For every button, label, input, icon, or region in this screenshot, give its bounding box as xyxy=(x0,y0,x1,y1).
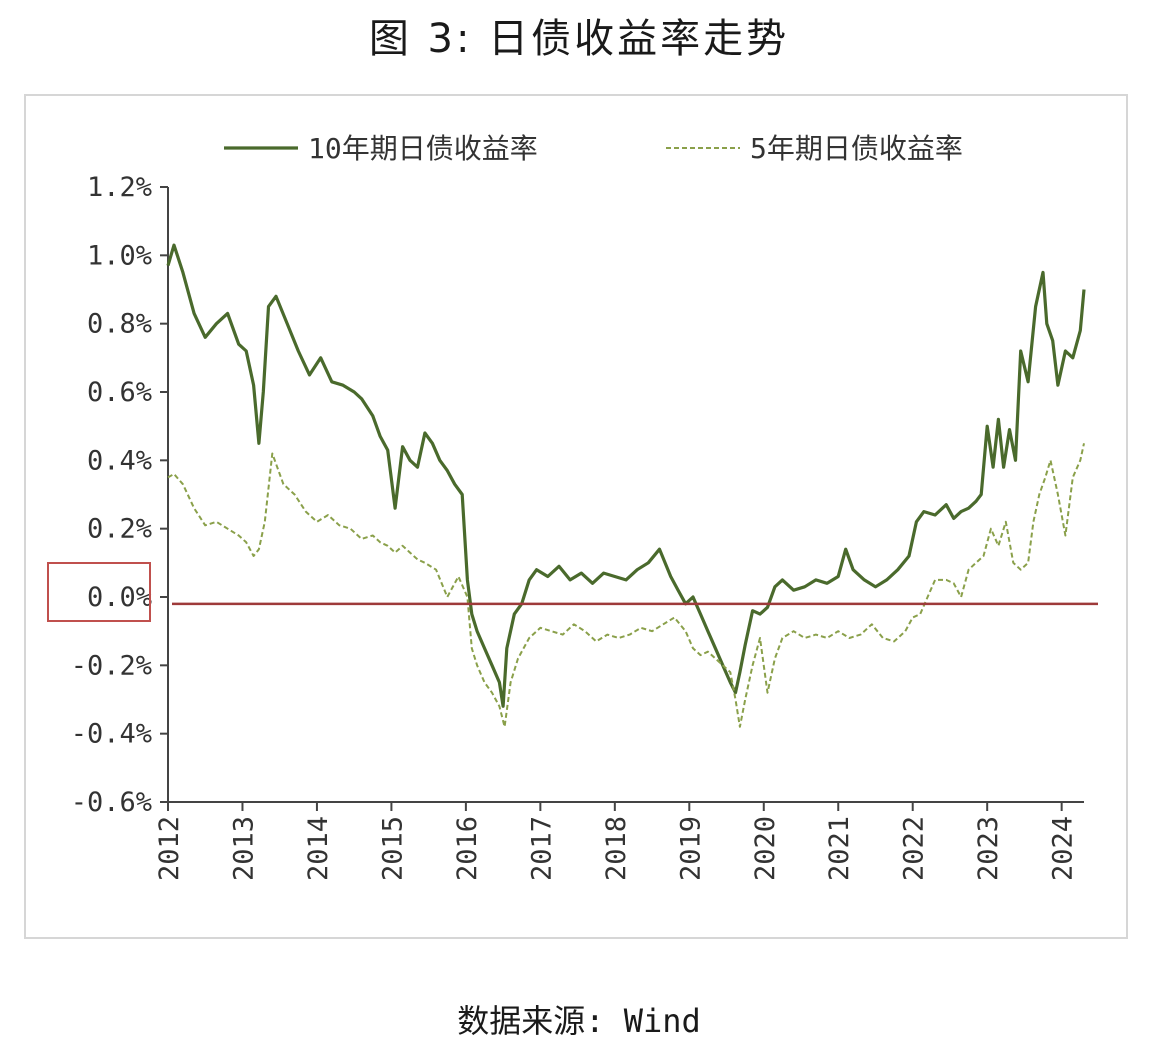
legend-label-5y: 5年期日债收益率 xyxy=(750,132,963,165)
x-tick-label: 2019 xyxy=(675,816,706,881)
x-tick-label: 2024 xyxy=(1048,816,1079,881)
zero-label-highlight-box xyxy=(47,562,151,622)
x-tick-label: 2020 xyxy=(750,816,781,881)
x-tick-label: 2018 xyxy=(601,816,632,881)
y-tick-label: 0.4% xyxy=(87,445,152,476)
yield-chart: 1.2% 1.0% 0.8% 0.6% 0.4% 0.2% 0.0% -0.2% -0.4% -0… xyxy=(47,132,1098,881)
series-line-10y xyxy=(166,243,1086,708)
series-group xyxy=(166,243,1086,728)
y-tick-label: 0.0% xyxy=(87,582,152,613)
legend: 10年期日债收益率 5年期日债收益率 xyxy=(224,132,963,165)
x-tick-label: 2017 xyxy=(526,816,557,881)
y-tick-label: -0.4% xyxy=(71,719,152,750)
highlight-box-group xyxy=(47,562,151,622)
x-tick-label: 2021 xyxy=(824,816,855,881)
y-tick-label: 1.2% xyxy=(87,172,152,203)
y-tick-label: -0.2% xyxy=(71,650,152,681)
x-tick-label: 2013 xyxy=(228,816,259,881)
y-tick-label: 1.0% xyxy=(87,240,152,271)
x-tick-label: 2016 xyxy=(452,816,483,881)
x-tick-label: 2014 xyxy=(303,816,334,881)
x-tick-label: 2023 xyxy=(973,816,1004,881)
legend-label-10y: 10年期日债收益率 xyxy=(308,132,538,165)
x-tick-label: 2015 xyxy=(377,816,408,881)
y-tick-label: -0.6% xyxy=(71,787,152,818)
y-tick-label: 0.6% xyxy=(87,377,152,408)
y-tick-label: 0.8% xyxy=(87,309,152,340)
y-tick-label: 0.2% xyxy=(87,514,152,545)
x-tick-label: 2022 xyxy=(899,816,930,881)
series-line-5y xyxy=(167,443,1085,728)
chart-title: 图 3: 日债收益率走势 xyxy=(368,16,790,62)
axes: 1.2% 1.0% 0.8% 0.6% 0.4% 0.2% 0.0% -0.2% -0.4% -0… xyxy=(71,172,1084,881)
x-tick-label: 2012 xyxy=(154,816,185,881)
source-note: 数据来源: Wind xyxy=(457,1002,701,1040)
chart-frame: 1.2% 1.0% 0.8% 0.6% 0.4% 0.2% 0.0% -0.2% -0.4% -0… xyxy=(24,94,1128,939)
